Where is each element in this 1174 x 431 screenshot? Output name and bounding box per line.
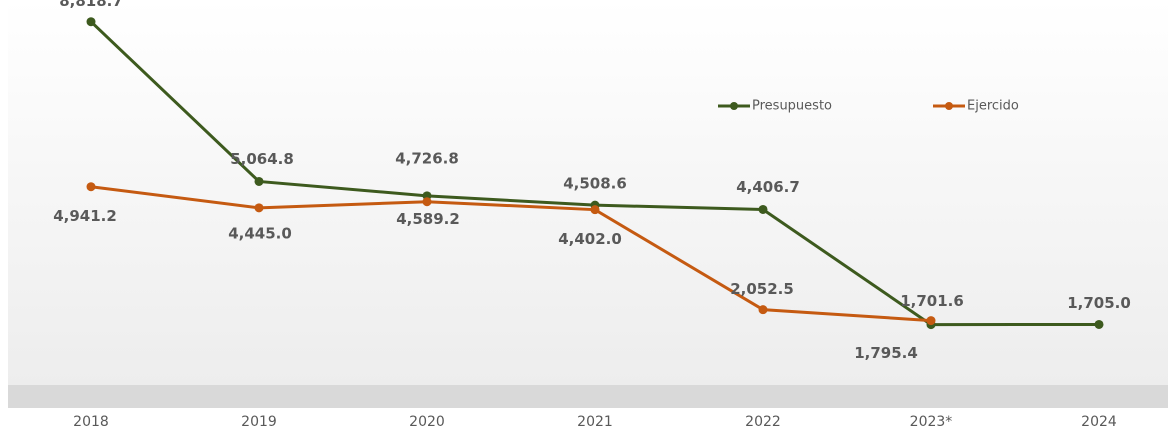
legend-label: Presupuesto <box>752 99 832 114</box>
data-point <box>86 182 96 192</box>
x-tick-label: 2020 <box>409 414 445 430</box>
legend-marker <box>730 102 738 110</box>
x-tick-label: 2022 <box>745 414 781 430</box>
data-point <box>926 316 936 326</box>
data-label: 8,818.7 <box>59 0 123 10</box>
x-tick-label: 2024 <box>1081 414 1117 430</box>
data-label: 1,795.4 <box>854 344 918 362</box>
data-label: 4,402.0 <box>558 230 622 248</box>
plot-background <box>8 0 1168 385</box>
data-label: 4,941.2 <box>53 207 117 225</box>
data-label: 4,726.8 <box>395 149 459 167</box>
data-point <box>758 204 768 214</box>
legend-marker <box>945 102 953 110</box>
data-point <box>86 17 96 27</box>
x-tick-label: 2021 <box>577 414 613 430</box>
x-tick-label: 2023* <box>910 414 953 430</box>
x-tick-label: 2018 <box>73 414 109 430</box>
data-label: 4,508.6 <box>563 175 627 193</box>
data-label: 2,052.5 <box>730 280 794 298</box>
data-point <box>254 176 264 186</box>
axis-band <box>8 385 1168 408</box>
series-line <box>90 185 932 323</box>
data-label: 4,589.2 <box>396 210 460 228</box>
data-point <box>422 197 432 207</box>
data-point <box>254 203 264 213</box>
data-label: 4,406.7 <box>736 178 800 196</box>
legend-label: Ejercido <box>967 99 1019 114</box>
data-point <box>590 205 600 215</box>
data-label: 1,705.0 <box>1067 294 1131 312</box>
data-point <box>1094 319 1104 329</box>
data-point <box>758 305 768 315</box>
x-tick-label: 2019 <box>241 414 277 430</box>
data-label: 4,445.0 <box>228 224 292 242</box>
data-label: 1,701.6 <box>900 292 964 310</box>
data-label: 5,064.8 <box>230 150 294 168</box>
